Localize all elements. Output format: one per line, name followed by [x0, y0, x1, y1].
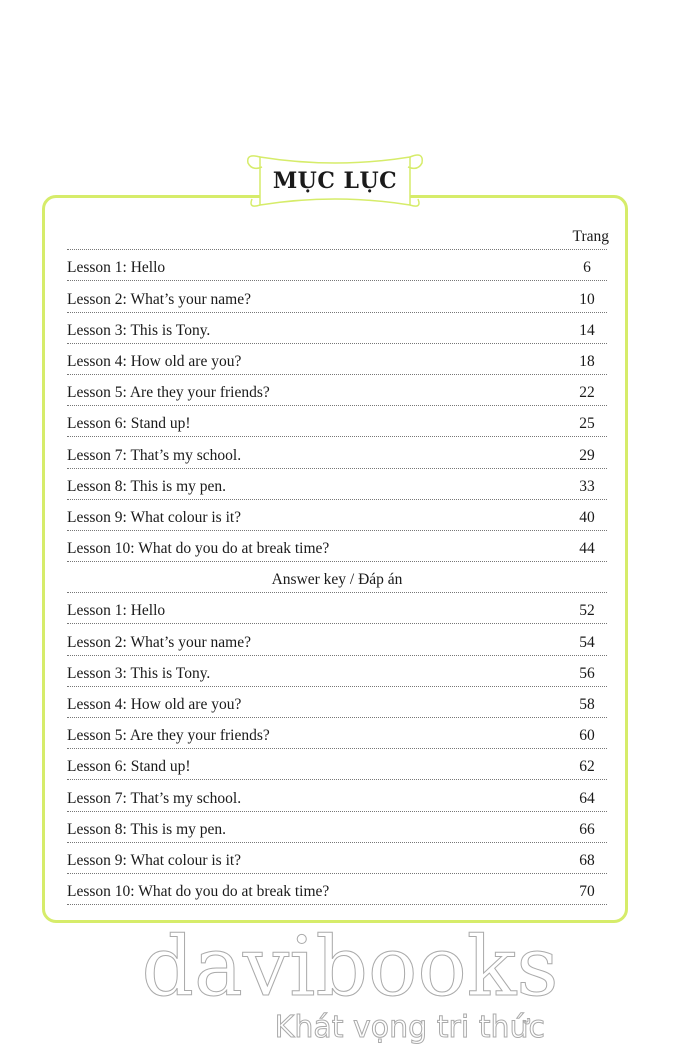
entry-page-number: 60 — [579, 727, 595, 745]
entry-title: Lesson 2: What’s your name? — [67, 633, 251, 651]
entry-title: Lesson 10: What do you do at break time? — [67, 883, 330, 901]
toc-entry: Lesson 10: What do you do at break time?… — [67, 531, 607, 563]
answer-key-entry: Lesson 3: This is Tony. 56 — [67, 656, 607, 687]
watermark-slogan: Khát vọng tri thức — [275, 1010, 545, 1045]
entry-page-number: 6 — [583, 259, 591, 277]
answer-key-entry: Lesson 2: What’s your name? 54 — [67, 624, 607, 656]
entry-page-number: 44 — [579, 540, 595, 558]
watermark-brand: davibooks — [142, 925, 559, 1015]
entry-page-number: 62 — [579, 758, 595, 776]
entry-title: Lesson 2: What’s your name? — [67, 290, 251, 308]
page-column-header: Trang — [67, 219, 609, 251]
answer-key-entry: Lesson 1: Hello 52 — [67, 593, 607, 625]
entry-page-number: 40 — [579, 508, 595, 526]
entry-page-number: 29 — [579, 446, 595, 464]
answer-key-entry: Lesson 6: Stand up! 62 — [67, 749, 607, 781]
entry-page-number: 58 — [579, 696, 595, 713]
entry-page-number: 54 — [579, 633, 595, 651]
page-header-label: Trang — [572, 228, 609, 246]
entry-title: Lesson 6: Stand up! — [67, 415, 191, 433]
toc-entry: Lesson 6: Stand up! 25 — [67, 406, 607, 438]
entry-title: Lesson 5: Are they your friends? — [67, 384, 270, 402]
answer-key-entry: Lesson 9: What colour is it? 68 — [67, 843, 607, 874]
answer-key-label: Answer key / Đáp án — [271, 571, 403, 589]
entry-page-number: 25 — [579, 415, 595, 433]
answer-key-heading: Answer key / Đáp án — [67, 562, 607, 594]
entry-title: Lesson 4: How old are you? — [67, 352, 242, 370]
entry-page-number: 68 — [579, 851, 595, 869]
toc-entry: Lesson 2: What’s your name? 10 — [67, 281, 607, 313]
entry-title: Lesson 4: How old are you? — [67, 696, 242, 713]
entry-page-number: 64 — [579, 789, 595, 807]
toc-entry: Lesson 4: How old are you? 18 — [67, 344, 607, 375]
toc-entry: Lesson 5: Are they your friends? 22 — [67, 375, 607, 407]
entry-page-number: 18 — [579, 352, 595, 370]
entry-page-number: 52 — [579, 602, 595, 620]
answer-key-entry: Lesson 5: Are they your friends? 60 — [67, 718, 607, 750]
answer-key-entry: Lesson 7: That’s my school. 64 — [67, 780, 607, 812]
entry-title: Lesson 1: Hello — [67, 602, 166, 620]
entry-page-number: 66 — [579, 820, 595, 838]
entry-title: Lesson 6: Stand up! — [67, 758, 191, 776]
entry-title: Lesson 7: That’s my school. — [67, 446, 242, 464]
entry-page-number: 14 — [579, 321, 595, 339]
answer-key-entry: Lesson 10: What do you do at break time?… — [67, 874, 607, 906]
entry-page-number: 22 — [579, 384, 595, 402]
entry-title: Lesson 8: This is my pen. — [67, 820, 227, 838]
toc-list: Trang Lesson 1: Hello 6 Lesson 2: What’s y… — [67, 219, 609, 906]
toc-entry: Lesson 7: That’s my school. 29 — [67, 437, 607, 469]
entry-title: Lesson 9: What colour is it? — [67, 851, 242, 869]
entry-title: Lesson 3: This is Tony. — [67, 664, 211, 682]
entry-page-number: 33 — [579, 477, 595, 495]
toc-entry: Lesson 8: This is my pen. 33 — [67, 469, 607, 500]
davibooks-watermark-logo: davibooks Khát vọng tri thức — [141, 925, 559, 1046]
answer-key-entry: Lesson 8: This is my pen. 66 — [67, 812, 607, 843]
entry-title: Lesson 8: This is my pen. — [67, 477, 227, 495]
toc-entry: Lesson 3: This is Tony. 14 — [67, 313, 607, 344]
entry-title: Lesson 3: This is Tony. — [67, 321, 211, 339]
entry-page-number: 70 — [579, 883, 595, 901]
entry-page-number: 10 — [579, 290, 595, 308]
entry-title: Lesson 1: Hello — [67, 259, 166, 277]
toc-entry: Lesson 9: What colour is it? 40 — [67, 500, 607, 531]
scroll-banner-icon — [247, 154, 423, 207]
page-title: MỤC LỤC — [272, 168, 398, 194]
entry-title: Lesson 7: That’s my school. — [67, 789, 242, 807]
answer-key-entry: Lesson 4: How old are you? 58 — [67, 687, 607, 718]
entry-title: Lesson 5: Are they your friends? — [67, 727, 270, 745]
entry-page-number: 56 — [579, 664, 595, 682]
entry-title: Lesson 10: What do you do at break time? — [67, 540, 330, 558]
entry-title: Lesson 9: What colour is it? — [67, 508, 242, 526]
toc-entry: Lesson 1: Hello 6 — [67, 250, 607, 282]
